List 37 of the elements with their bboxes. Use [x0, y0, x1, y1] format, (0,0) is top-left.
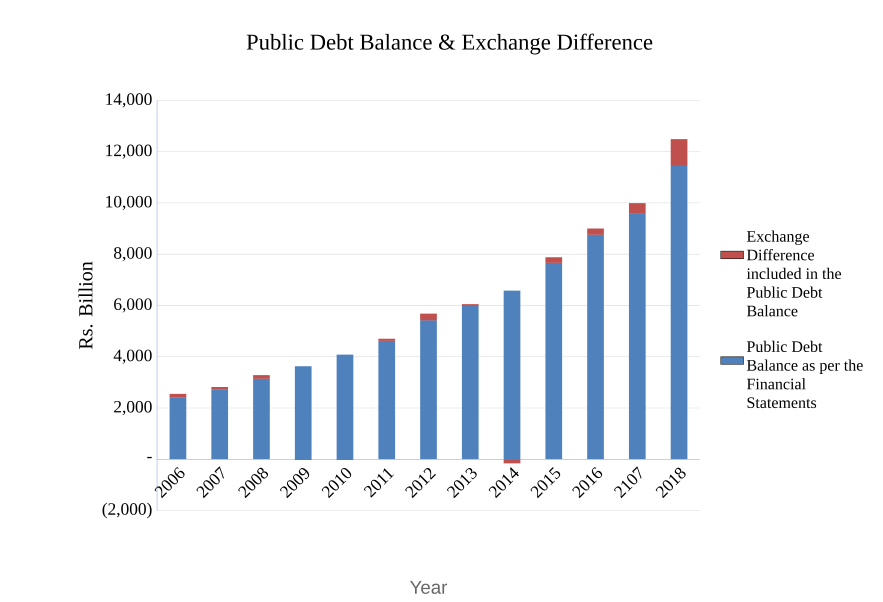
y-tick-label: (2,000) — [102, 502, 152, 519]
bar — [253, 378, 270, 460]
bar — [253, 375, 270, 379]
y-tick-label: 14,000 — [106, 93, 152, 108]
legend-label: Public Debt Balance as per the Financial Statements — [746, 341, 863, 408]
bar — [545, 257, 562, 264]
bar — [587, 228, 604, 235]
bar — [670, 166, 688, 460]
text: Exchange Difference included in the Public Debt Balance — [746, 230, 842, 317]
y-tick-label: 10,000 — [106, 196, 152, 210]
bar — [211, 389, 228, 460]
bar — [670, 139, 688, 166]
chart-title: Public Debt Balance & Exchange Difference — [246, 34, 652, 55]
y-tick-label: 8,000 — [114, 247, 152, 262]
x-tick-label: 2011 — [364, 468, 394, 498]
bar — [294, 366, 312, 460]
y-tick-label: 2,000 — [114, 401, 152, 416]
y-tick-label: - — [147, 457, 152, 458]
bar — [170, 394, 186, 398]
bar — [628, 214, 646, 460]
y-tick-label: 12,000 — [106, 144, 152, 159]
bar — [336, 354, 354, 460]
bar — [420, 320, 437, 460]
bar — [462, 306, 479, 460]
bar — [587, 234, 604, 460]
bar — [628, 203, 646, 214]
bar — [378, 341, 396, 460]
bar — [504, 459, 520, 464]
y-tick-label: 4,000 — [114, 350, 152, 364]
bar — [170, 397, 186, 460]
x-axis-title: Year — [410, 581, 448, 594]
bar — [504, 290, 520, 460]
bar — [545, 263, 562, 460]
y-tick-label: 6,000 — [114, 298, 152, 313]
bar — [420, 314, 437, 321]
y-axis-title: Rs. Billion — [78, 262, 93, 350]
bar — [378, 338, 396, 342]
